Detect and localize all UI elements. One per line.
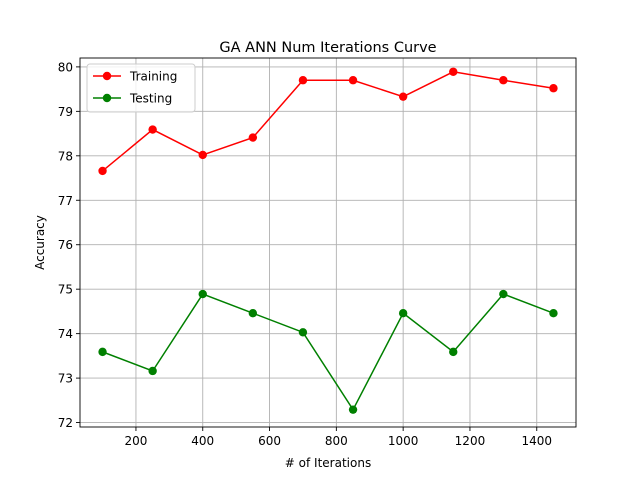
y-tick-label: 80 — [58, 60, 73, 74]
data-point-training — [198, 150, 207, 160]
x-tick-label: 800 — [325, 434, 348, 448]
legend: Training Testing — [86, 63, 196, 113]
y-tick-label: 76 — [58, 238, 73, 252]
data-point-testing — [148, 366, 157, 376]
data-point-training — [348, 76, 358, 85]
axis-ticks: 200 400 600 800 1000 1200 1400 72 73 74 75 76 77 78 79… — [58, 60, 552, 448]
data-point-training — [449, 67, 458, 76]
legend-label-testing: Testing — [129, 92, 172, 106]
data-point-training — [398, 92, 408, 101]
data-point-testing — [398, 308, 408, 318]
legend-label-training: Training — [129, 70, 177, 84]
series-line-testing — [102, 293, 554, 412]
x-tick-label: 1000 — [388, 434, 419, 448]
x-axis-label: # of Iterations — [285, 456, 371, 470]
x-tick-label: 200 — [124, 434, 147, 448]
x-tick-label: 1200 — [455, 434, 486, 448]
y-axis-label: Accuracy — [33, 215, 47, 270]
series-line-training — [102, 71, 554, 172]
data-point-testing — [98, 347, 107, 357]
legend-marker-training — [102, 71, 112, 81]
plot-frame — [79, 57, 577, 428]
y-tick-label: 75 — [58, 283, 73, 297]
data-point-testing — [298, 328, 308, 337]
data-point-training — [549, 84, 558, 93]
data-point-training — [298, 76, 308, 85]
legend-marker-testing — [102, 93, 112, 103]
y-tick-label: 78 — [58, 149, 73, 163]
data-point-training — [499, 76, 508, 85]
data-point-training — [98, 166, 107, 176]
y-tick-label: 74 — [58, 327, 73, 341]
y-tick-label: 77 — [58, 194, 73, 208]
data-point-testing — [198, 289, 207, 299]
data-point-testing — [549, 308, 558, 318]
y-tick-label: 73 — [58, 372, 73, 386]
y-tick-label: 79 — [58, 105, 73, 119]
data-point-testing — [449, 347, 458, 357]
chart-title: GA ANN Num Iterations Curve — [219, 40, 436, 56]
data-point-testing — [248, 308, 258, 318]
x-tick-label: 1400 — [521, 434, 552, 448]
data-point-testing — [348, 405, 358, 414]
data-point-training — [148, 125, 157, 134]
series-layer — [98, 67, 558, 414]
y-tick-label: 72 — [58, 416, 73, 430]
data-point-training — [248, 133, 258, 142]
data-point-testing — [499, 289, 508, 299]
x-tick-label: 400 — [191, 434, 214, 448]
x-tick-label: 600 — [258, 434, 281, 448]
